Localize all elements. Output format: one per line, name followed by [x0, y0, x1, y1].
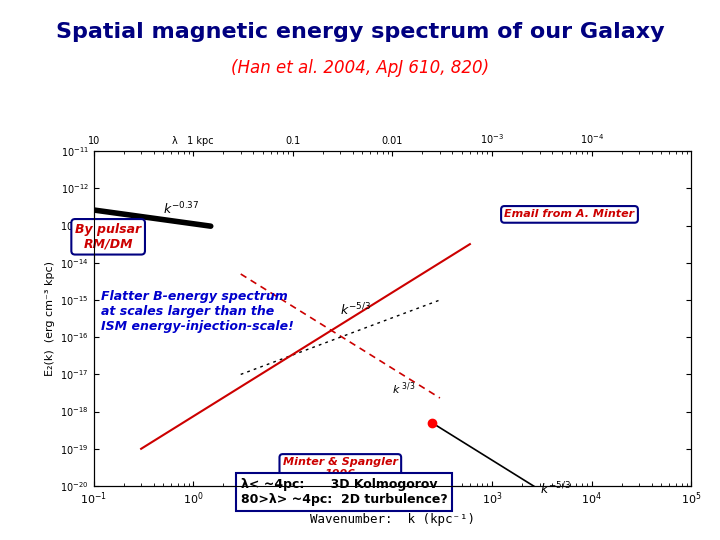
Y-axis label: E₂(k)  (erg cm⁻³ kpc): E₂(k) (erg cm⁻³ kpc) [45, 261, 55, 376]
Text: Spatial magnetic energy spectrum of our Galaxy: Spatial magnetic energy spectrum of our … [55, 22, 665, 42]
Text: Flatter B-energy spectrum
at scales larger than the
ISM energy-injection-scale!: Flatter B-energy spectrum at scales larg… [102, 289, 294, 333]
Text: Email from A. Minter: Email from A. Minter [505, 210, 634, 219]
Text: $k^{-5/3}$: $k^{-5/3}$ [341, 301, 372, 318]
Text: By pulsar
RM/DM: By pulsar RM/DM [75, 223, 141, 251]
Text: λ< ~4pc:      3D Kolmogorov
80>λ> ~4pc:  2D turbulence?: λ< ~4pc: 3D Kolmogorov 80>λ> ~4pc: 2D tu… [240, 478, 447, 506]
Text: Minter & Spangler
1996: Minter & Spangler 1996 [283, 457, 398, 479]
Text: $k^{-5/3}$: $k^{-5/3}$ [539, 481, 570, 497]
X-axis label: Wavenumber:  k (kpc⁻¹): Wavenumber: k (kpc⁻¹) [310, 513, 475, 526]
Text: $k^{-0.37}$: $k^{-0.37}$ [163, 201, 199, 218]
Text: (Han et al. 2004, ApJ 610, 820): (Han et al. 2004, ApJ 610, 820) [231, 59, 489, 77]
Text: $k^{\ 3/3}$: $k^{\ 3/3}$ [392, 381, 416, 397]
